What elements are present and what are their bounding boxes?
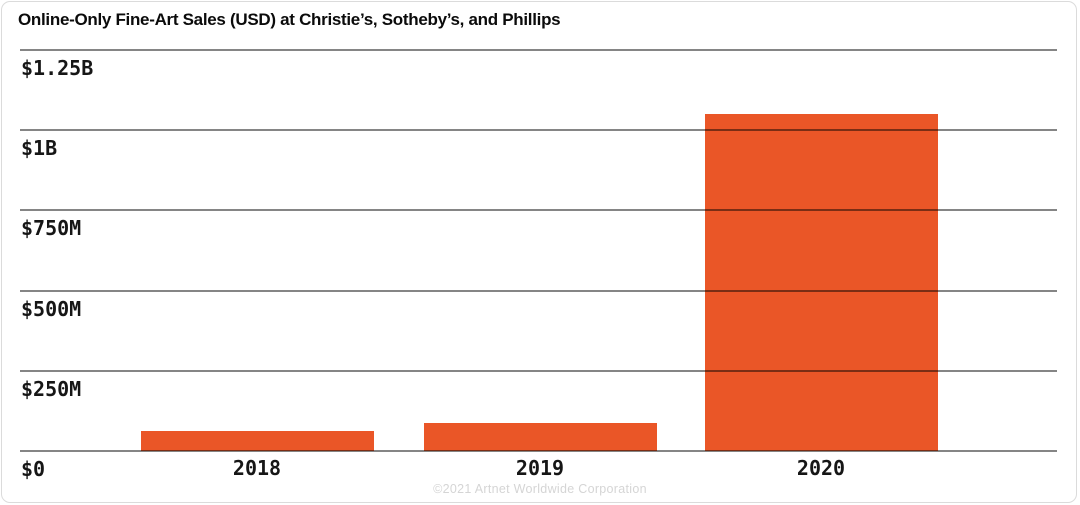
gridline-250M [20, 369, 1057, 372]
gridline-0 [20, 450, 1057, 452]
x-axis-tick-label-2020: 2020 [796, 456, 846, 480]
bar-2018 [140, 431, 374, 451]
gridline-500M [20, 289, 1057, 292]
y-axis-tick-label-750M: $750M [21, 216, 82, 241]
chart-title: Online-Only Fine-Art Sales (USD) at Chri… [18, 10, 561, 29]
bar-2020 [704, 114, 938, 451]
x-axis-tick-label-2018: 2018 [232, 456, 282, 480]
y-axis-tick-label-500M: $500M [21, 296, 82, 321]
bar-2019 [423, 422, 657, 451]
x-axis-tick-label-2019: 2019 [515, 456, 565, 480]
copyright-note: ©2021 Artnet Worldwide Corporation [433, 482, 647, 496]
y-axis-tick-label-1.25B: $1.25B [21, 56, 94, 80]
gridline-1B [20, 129, 1057, 132]
gridline-750M [20, 209, 1057, 212]
y-axis-tick-label-0: $0 [21, 457, 46, 481]
gridline-1.25B [20, 49, 1057, 51]
y-axis-tick-label-250M: $250M [21, 376, 82, 401]
y-axis-tick-label-1B: $1B [21, 136, 58, 161]
